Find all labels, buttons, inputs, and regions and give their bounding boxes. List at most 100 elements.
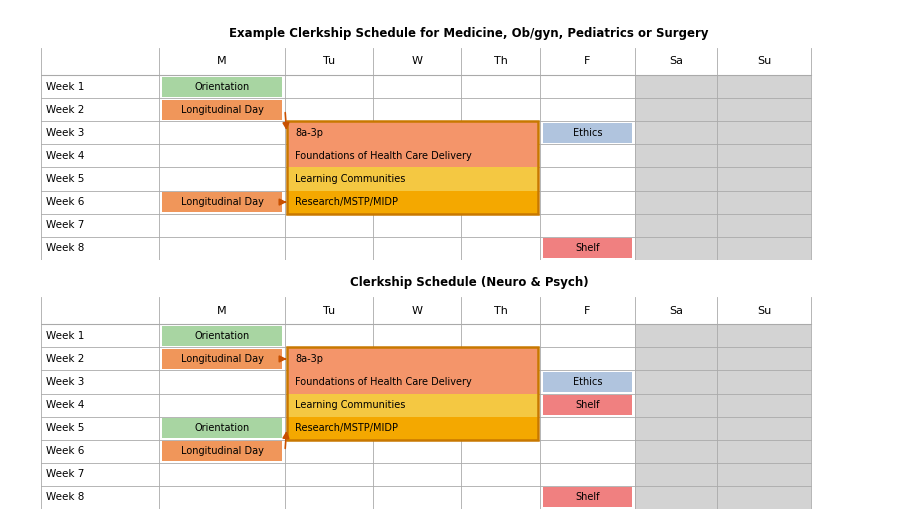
Text: Shelf: Shelf: [576, 243, 599, 253]
Bar: [635, 348, 717, 370]
Text: Foundations of Health Care Delivery: Foundations of Health Care Delivery: [296, 151, 472, 161]
Bar: [717, 348, 812, 370]
Bar: [717, 121, 812, 144]
Bar: [162, 192, 283, 212]
Text: Week 2: Week 2: [47, 354, 85, 364]
Text: Longitudinal Day: Longitudinal Day: [180, 197, 264, 207]
Text: Week 5: Week 5: [47, 423, 85, 433]
Bar: [286, 144, 538, 167]
Bar: [635, 440, 717, 463]
Bar: [717, 214, 812, 236]
Text: Week 1: Week 1: [47, 82, 85, 92]
Text: Learning Communities: Learning Communities: [296, 400, 405, 410]
Bar: [717, 440, 812, 463]
Text: Foundations of Health Care Delivery: Foundations of Health Care Delivery: [296, 377, 472, 387]
Bar: [543, 395, 632, 415]
Bar: [635, 236, 717, 260]
Bar: [286, 370, 538, 393]
Text: Shelf: Shelf: [576, 492, 599, 502]
Bar: [286, 393, 538, 417]
Bar: [717, 417, 812, 440]
Bar: [717, 393, 812, 417]
Text: Week 3: Week 3: [47, 128, 85, 138]
Bar: [286, 348, 538, 370]
Bar: [717, 236, 812, 260]
Bar: [635, 121, 717, 144]
Text: 8a-3p: 8a-3p: [296, 354, 323, 364]
Bar: [286, 167, 538, 190]
Bar: [635, 485, 717, 509]
Text: Th: Th: [494, 57, 508, 66]
Text: Longitudinal Day: Longitudinal Day: [180, 446, 264, 456]
Text: Week 3: Week 3: [47, 377, 85, 387]
Text: Week 2: Week 2: [47, 105, 85, 115]
Bar: [162, 441, 283, 461]
Text: Learning Communities: Learning Communities: [296, 174, 405, 184]
Bar: [635, 190, 717, 214]
Text: Example Clerkship Schedule for Medicine, Ob/gyn, Pediatrics or Surgery: Example Clerkship Schedule for Medicine,…: [229, 27, 709, 40]
Bar: [635, 214, 717, 236]
Bar: [635, 75, 717, 99]
Text: Week 6: Week 6: [47, 446, 85, 456]
Text: Longitudinal Day: Longitudinal Day: [180, 105, 264, 115]
Bar: [162, 100, 283, 120]
Text: Th: Th: [494, 306, 508, 315]
Text: Tu: Tu: [323, 306, 335, 315]
Text: Week 6: Week 6: [47, 197, 85, 207]
Text: Orientation: Orientation: [195, 82, 250, 92]
Bar: [543, 238, 632, 258]
Text: Week 7: Week 7: [47, 220, 85, 230]
Text: Sa: Sa: [669, 306, 683, 315]
Bar: [286, 417, 538, 440]
Bar: [162, 349, 283, 369]
Bar: [162, 418, 283, 438]
Text: Week 5: Week 5: [47, 174, 85, 184]
Text: Clerkship Schedule (Neuro & Psych): Clerkship Schedule (Neuro & Psych): [350, 276, 588, 289]
Text: Week 4: Week 4: [47, 400, 85, 410]
Bar: [635, 167, 717, 190]
Bar: [717, 324, 812, 348]
Bar: [543, 123, 632, 143]
Bar: [635, 463, 717, 485]
Text: Week 7: Week 7: [47, 469, 85, 479]
Bar: [635, 417, 717, 440]
Text: Su: Su: [757, 57, 771, 66]
Text: M: M: [217, 57, 227, 66]
Text: F: F: [585, 57, 590, 66]
Bar: [543, 488, 632, 507]
Text: Week 8: Week 8: [47, 243, 85, 253]
Text: Longitudinal Day: Longitudinal Day: [180, 354, 264, 364]
Text: 8a-3p: 8a-3p: [296, 128, 323, 138]
Text: Week 8: Week 8: [47, 492, 85, 502]
Bar: [635, 99, 717, 121]
Text: Research/MSTP/MIDP: Research/MSTP/MIDP: [296, 197, 398, 207]
Text: W: W: [412, 306, 423, 315]
Bar: [717, 190, 812, 214]
Bar: [717, 75, 812, 99]
Bar: [635, 144, 717, 167]
Text: Ethics: Ethics: [573, 128, 602, 138]
Bar: [635, 370, 717, 393]
Bar: [286, 121, 538, 214]
Bar: [717, 485, 812, 509]
Bar: [717, 99, 812, 121]
Bar: [635, 324, 717, 348]
Bar: [717, 167, 812, 190]
Text: M: M: [217, 306, 227, 315]
Bar: [162, 326, 283, 346]
Bar: [162, 77, 283, 96]
Bar: [543, 372, 632, 392]
Text: Orientation: Orientation: [195, 423, 250, 433]
Bar: [286, 121, 538, 144]
Text: Su: Su: [757, 306, 771, 315]
Text: F: F: [585, 306, 590, 315]
Bar: [286, 190, 538, 214]
Bar: [717, 463, 812, 485]
Text: Shelf: Shelf: [576, 400, 599, 410]
Bar: [286, 348, 538, 440]
Text: Sa: Sa: [669, 57, 683, 66]
Bar: [717, 370, 812, 393]
Bar: [635, 393, 717, 417]
Text: Research/MSTP/MIDP: Research/MSTP/MIDP: [296, 423, 398, 433]
Text: Week 4: Week 4: [47, 151, 85, 161]
